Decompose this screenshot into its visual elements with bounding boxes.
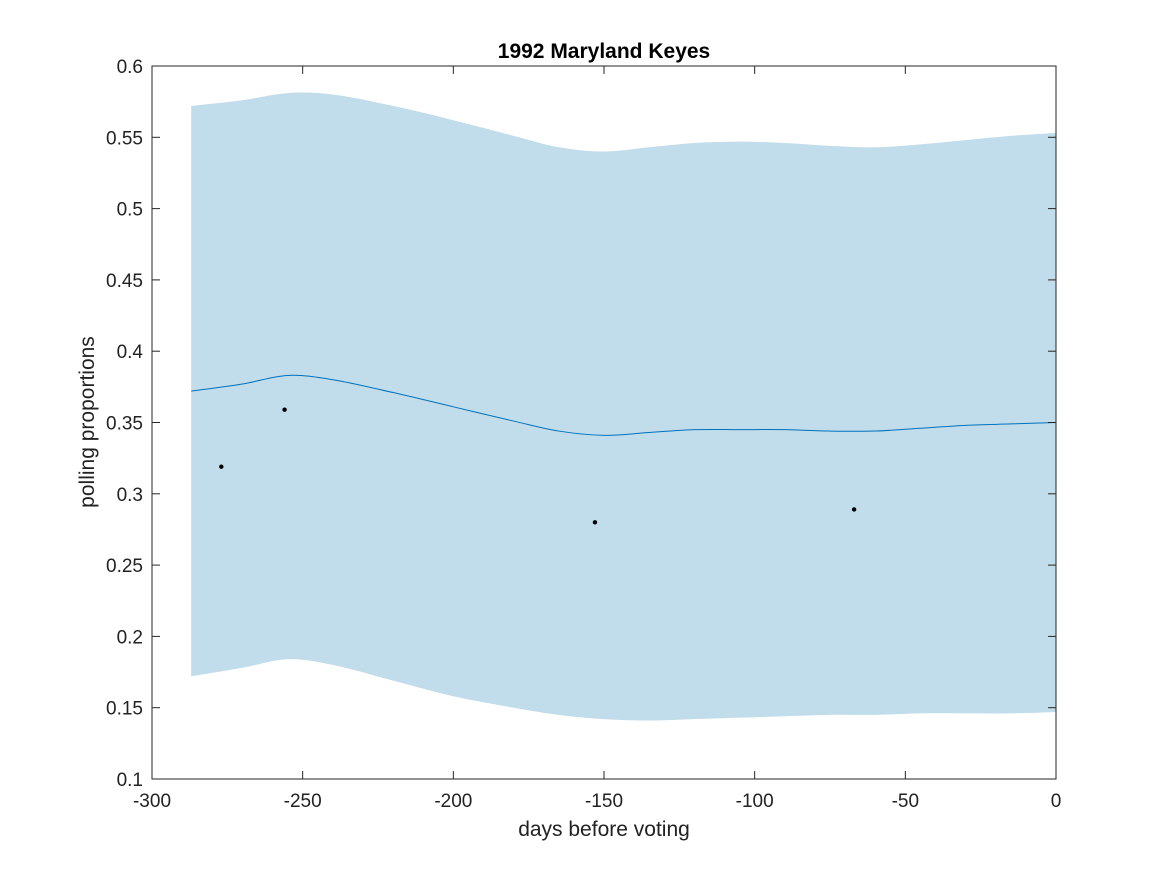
x-tick-label: 0 bbox=[1051, 791, 1062, 812]
y-tick-label: 0.5 bbox=[117, 200, 143, 221]
y-tick-label: 0.6 bbox=[117, 57, 143, 78]
y-tick-label: 0.2 bbox=[117, 627, 143, 648]
y-tick-label: 0.55 bbox=[106, 128, 143, 149]
x-tick-label: -50 bbox=[892, 791, 919, 812]
poll-data-point bbox=[219, 464, 224, 469]
series-line-layer bbox=[191, 374, 1057, 436]
y-tick-label: 0.45 bbox=[106, 271, 143, 292]
chart-title: 1992 Maryland Keyes bbox=[498, 40, 710, 63]
x-tick-label: -150 bbox=[585, 791, 623, 812]
x-tick-label: -200 bbox=[434, 791, 472, 812]
confidence-band bbox=[191, 92, 1057, 721]
y-tick-label: 0.1 bbox=[117, 770, 143, 791]
tick-layer: -300 -250 -200 -150 -100 -50 0 0.1 0.15 0.2 0.25 0.… bbox=[106, 57, 1061, 812]
confidence-band-layer bbox=[191, 92, 1057, 721]
y-axis-label: polling proportions bbox=[76, 336, 99, 508]
poll-data-point bbox=[851, 507, 857, 512]
x-axis-label: days before voting bbox=[518, 818, 690, 841]
x-tick-label: -100 bbox=[736, 791, 774, 812]
y-tick-label: 0.15 bbox=[106, 699, 143, 720]
data-point-layer bbox=[219, 407, 857, 525]
poll-data-point bbox=[592, 520, 598, 525]
y-tick-label: 0.3 bbox=[117, 485, 143, 506]
x-tick-label: -250 bbox=[284, 791, 322, 812]
y-tick-label: 0.25 bbox=[106, 556, 143, 577]
y-tick-label: 0.35 bbox=[106, 414, 143, 435]
y-tick-label: 0.4 bbox=[117, 342, 144, 363]
series-line bbox=[191, 374, 1057, 436]
poll-data-point bbox=[282, 407, 287, 412]
x-tick-label: -300 bbox=[133, 791, 171, 812]
